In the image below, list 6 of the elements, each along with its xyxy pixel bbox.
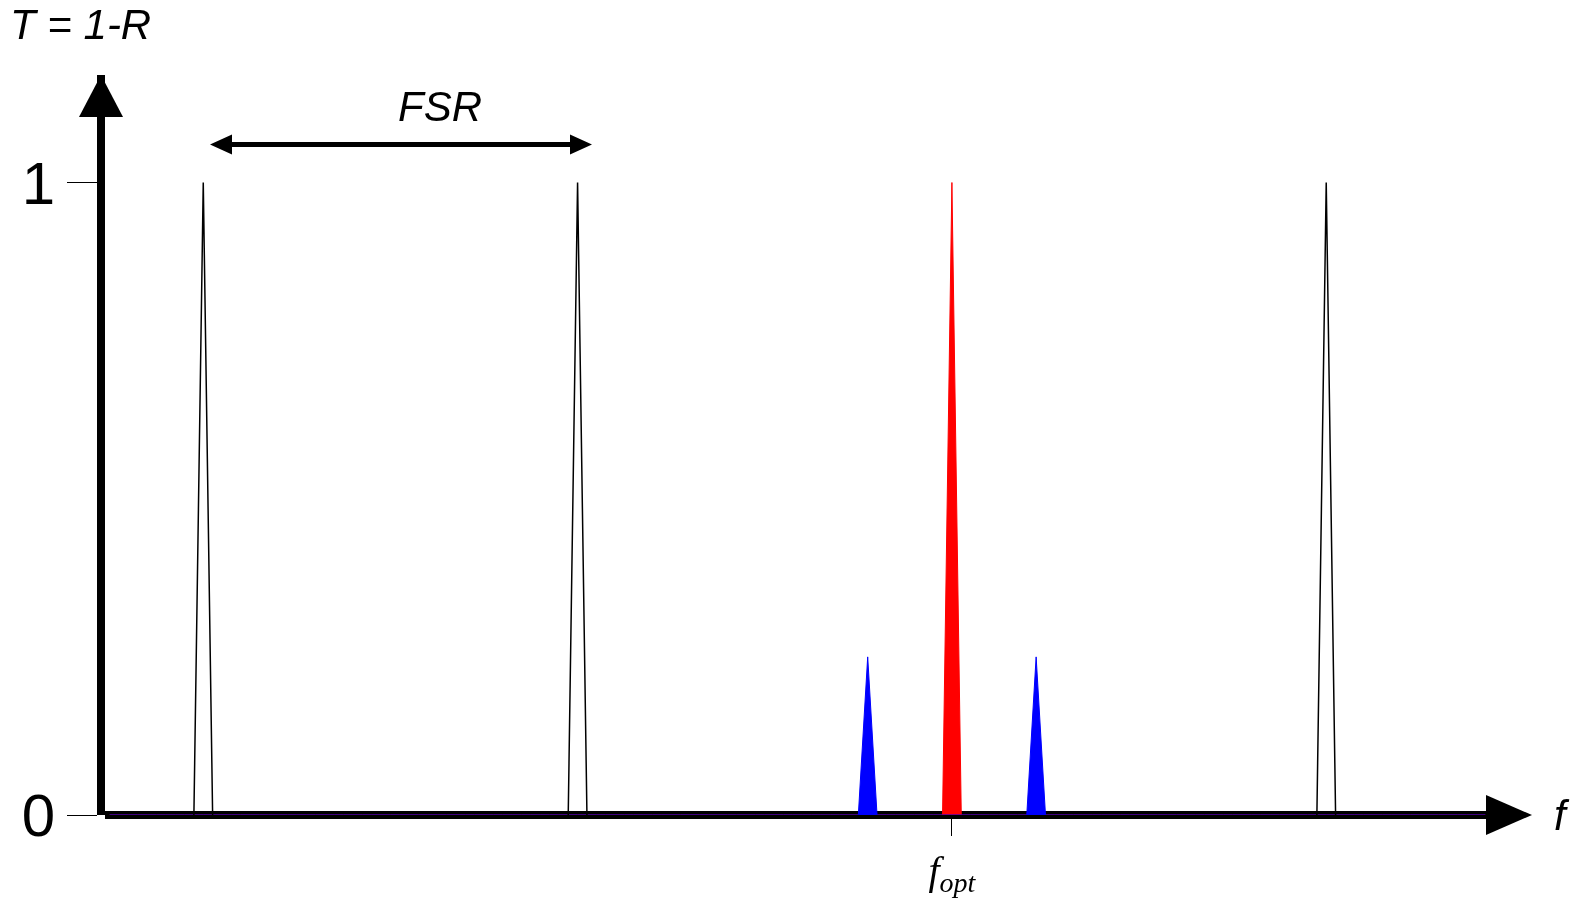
text: f xyxy=(1554,792,1570,839)
y-axis-title: T = 1-R xyxy=(10,1,152,48)
y-tick-label: 0 xyxy=(21,782,55,849)
x-tick-label: f$_{opt}$ xyxy=(928,848,977,899)
y-tick-label: 1 xyxy=(21,149,55,217)
annotation: FSR xyxy=(398,83,482,130)
